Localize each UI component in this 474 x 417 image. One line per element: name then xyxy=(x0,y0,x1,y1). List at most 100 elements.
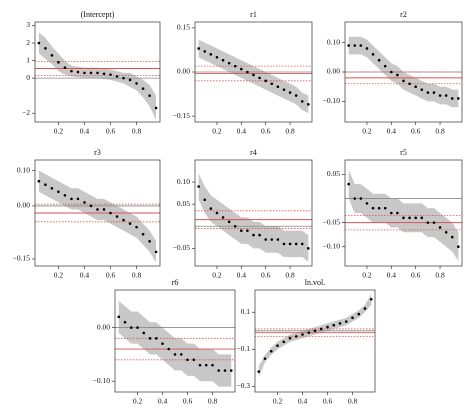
estimate-point xyxy=(63,66,67,69)
estimate-point xyxy=(109,211,112,215)
estimate-point xyxy=(276,344,279,347)
axes-frame xyxy=(34,159,161,267)
x-tick-label: 0.2 xyxy=(54,271,64,280)
estimate-point xyxy=(50,186,54,190)
estimate-point xyxy=(359,197,363,200)
x-tick-label: 0.8 xyxy=(132,271,142,280)
estimate-point xyxy=(307,247,310,250)
estimate-point xyxy=(420,216,424,220)
estimate-point xyxy=(128,222,132,225)
panel-title: r4 xyxy=(250,148,257,157)
x-tick-label: 0.6 xyxy=(106,127,116,136)
panel-title: r2 xyxy=(400,10,407,19)
y-tick-label: −0.05 xyxy=(323,217,341,226)
y-tick-label: −0.15 xyxy=(13,254,31,263)
confidence-band xyxy=(118,300,232,387)
estimate-point xyxy=(402,216,405,220)
confidence-band xyxy=(258,293,372,378)
y-tick-label: 0.00 xyxy=(17,201,30,210)
estimate-point xyxy=(203,198,207,202)
estimate-point xyxy=(44,47,47,50)
estimate-point xyxy=(135,82,138,85)
panel: r5 0.05 −0.05 −0.10 0.2 0.4 0.6 0.8 xyxy=(323,148,463,280)
x-tick-label: 0.6 xyxy=(106,271,116,280)
x-tick-label: 0.4 xyxy=(237,127,247,136)
panel-title: r3 xyxy=(94,148,101,157)
estimate-point xyxy=(128,78,132,82)
y-tick-label: 0.1 xyxy=(241,307,251,316)
estimate-point xyxy=(288,91,292,94)
estimate-point xyxy=(332,323,336,327)
estimate-point xyxy=(50,54,54,57)
confidence-band xyxy=(38,170,157,263)
estimate-point xyxy=(89,204,93,208)
estimate-point xyxy=(102,208,106,211)
estimate-point xyxy=(135,225,138,229)
estimate-point xyxy=(300,242,304,246)
estimate-point xyxy=(426,91,430,94)
estimate-point xyxy=(154,250,158,254)
estimate-point xyxy=(37,41,41,45)
estimate-point xyxy=(141,232,145,236)
y-tick-label: −0.10 xyxy=(323,241,341,250)
y-tick-label: 0.10 xyxy=(177,177,190,186)
estimate-point xyxy=(123,320,127,324)
estimate-point xyxy=(148,239,151,243)
estimate-point xyxy=(307,331,311,334)
x-tick-label: 0.6 xyxy=(411,127,421,136)
estimate-point xyxy=(217,369,221,372)
estimate-point xyxy=(414,85,417,89)
x-tick-label: 0.8 xyxy=(435,127,445,136)
y-tick-label: 0.05 xyxy=(177,199,190,208)
estimate-point xyxy=(227,220,231,224)
x-tick-label: 0.4 xyxy=(387,127,397,136)
estimate-point xyxy=(258,233,261,237)
estimate-point xyxy=(383,206,387,210)
estimate-point xyxy=(240,229,243,232)
estimate-point xyxy=(148,94,151,97)
estimate-point xyxy=(288,336,292,340)
estimate-point xyxy=(109,73,112,76)
estimate-point xyxy=(432,221,436,224)
estimate-point xyxy=(300,100,304,103)
x-tick-label: 0.4 xyxy=(237,271,247,280)
estimate-point xyxy=(258,76,261,80)
estimate-point xyxy=(221,58,225,62)
y-tick-label: −2 xyxy=(22,108,30,117)
panel-title: (Intercept) xyxy=(81,10,115,19)
estimate-point xyxy=(252,233,255,237)
estimate-point xyxy=(369,297,373,301)
x-tick-label: 0.2 xyxy=(212,127,222,136)
estimate-point xyxy=(270,82,274,86)
estimate-point xyxy=(408,216,411,220)
estimate-point xyxy=(396,73,399,77)
estimate-point xyxy=(70,69,73,73)
confidence-band xyxy=(198,39,309,114)
estimate-point xyxy=(347,44,350,47)
x-tick-label: 0.6 xyxy=(261,271,271,280)
estimate-point xyxy=(357,312,361,316)
estimate-point xyxy=(229,369,233,372)
estimate-point xyxy=(57,61,60,64)
estimate-point xyxy=(301,333,304,336)
estimate-point xyxy=(269,349,273,353)
x-tick-label: 0.4 xyxy=(158,397,168,406)
estimate-point xyxy=(438,226,442,229)
y-tick-label: 0 xyxy=(26,73,30,82)
estimate-point xyxy=(408,82,411,86)
x-tick-label: 0.4 xyxy=(298,397,308,406)
estimate-point xyxy=(282,88,286,91)
x-tick-label: 0.2 xyxy=(54,127,64,136)
x-tick-label: 0.6 xyxy=(323,397,333,406)
estimate-point xyxy=(414,216,417,220)
x-tick-label: 0.4 xyxy=(80,271,90,280)
estimate-point xyxy=(444,230,448,234)
estimate-point xyxy=(154,337,158,340)
x-tick-label: 0.8 xyxy=(285,127,295,136)
panel: r4 0.10 0.05 −0.05 0.2 0.4 0.6 0.8 xyxy=(173,148,313,280)
x-tick-label: 0.2 xyxy=(362,271,372,280)
estimate-point xyxy=(122,218,125,222)
panel: ln.vol. 0.1 −0.1 −0.3 0.2 0.4 0.6 0.8 xyxy=(236,278,376,406)
estimate-point xyxy=(223,369,227,372)
estimate-point xyxy=(450,235,454,239)
